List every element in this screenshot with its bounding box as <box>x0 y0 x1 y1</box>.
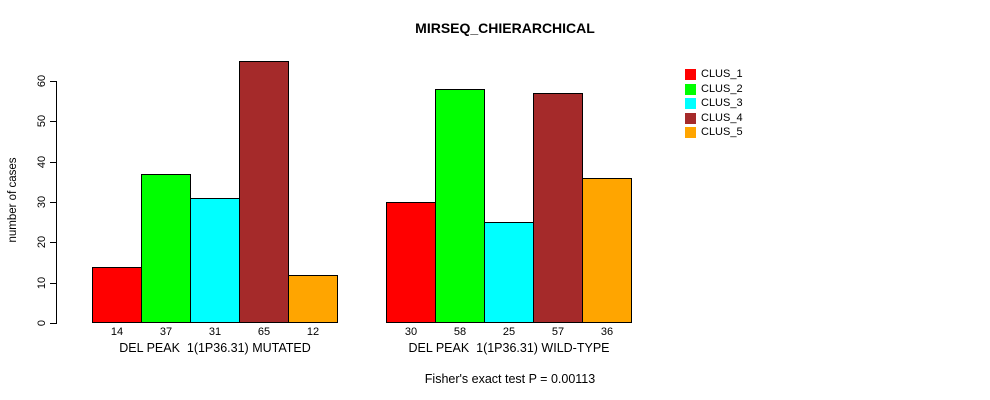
y-tick-mark <box>50 282 56 284</box>
bar-value-label: 58 <box>453 326 467 338</box>
bar-value-label: 12 <box>306 326 320 338</box>
bar-clus_3-group2 <box>484 222 534 323</box>
bar-value-label: 36 <box>600 326 614 338</box>
bar-value-label: 25 <box>502 326 516 338</box>
legend-color-swatch <box>685 83 696 95</box>
y-tick-mark <box>50 242 56 244</box>
bar-clus_2-group2 <box>435 89 485 323</box>
bar-clus_1-group2 <box>386 202 436 323</box>
y-tick-label: 40 <box>36 155 48 168</box>
y-tick-label: 30 <box>36 195 48 209</box>
y-tick-label: 0 <box>36 319 48 327</box>
legend-color-swatch <box>685 127 696 138</box>
group-label-wild-type: DEL PEAK 1(1P36.31) WILD-TYPE <box>408 341 610 355</box>
legend-label: CLUS_4 <box>701 111 743 124</box>
fisher-test-annotation: Fisher's exact test P = 0.00113 <box>424 372 596 386</box>
y-axis-label: number of cases <box>7 157 19 243</box>
legend-label: CLUS_3 <box>701 97 743 109</box>
bar-clus_5-group2 <box>582 177 632 323</box>
group-label-mutated: DEL PEAK 1(1P36.31) MUTATED <box>119 341 311 355</box>
bar-clus_2-group1 <box>141 173 191 323</box>
y-tick-mark <box>50 202 56 203</box>
y-tick-label: 20 <box>36 236 48 249</box>
y-axis-line <box>56 81 57 324</box>
bar-clus_1-group1 <box>92 266 142 323</box>
bar-value-label: 57 <box>551 326 565 338</box>
y-tick-label: 50 <box>36 115 48 128</box>
y-tick-mark <box>50 323 56 324</box>
legend-color-swatch <box>685 112 696 124</box>
chart-title: MIRSEQ_CHIERARCHICAL <box>415 20 595 36</box>
bar-clus_4-group1 <box>239 60 289 323</box>
bar-clus_5-group1 <box>288 274 338 323</box>
y-tick-mark <box>50 81 56 82</box>
legend-label: CLUS_2 <box>701 82 743 95</box>
y-tick-label: 10 <box>36 276 48 289</box>
legend-label: CLUS_5 <box>701 126 743 138</box>
y-tick-label: 60 <box>36 74 48 88</box>
y-tick-mark <box>50 161 56 163</box>
legend-color-swatch <box>685 69 696 80</box>
bar-clus_3-group1 <box>190 197 240 323</box>
bar-value-label: 65 <box>257 326 271 338</box>
bar-value-label: 37 <box>159 326 173 338</box>
legend-color-swatch <box>685 98 696 109</box>
bar-clus_4-group2 <box>533 93 583 323</box>
y-tick-mark <box>50 121 56 123</box>
bar-value-label: 30 <box>404 326 418 338</box>
legend-label: CLUS_1 <box>701 68 743 80</box>
bar-value-label: 31 <box>208 326 222 338</box>
bar-value-label: 14 <box>110 326 124 338</box>
